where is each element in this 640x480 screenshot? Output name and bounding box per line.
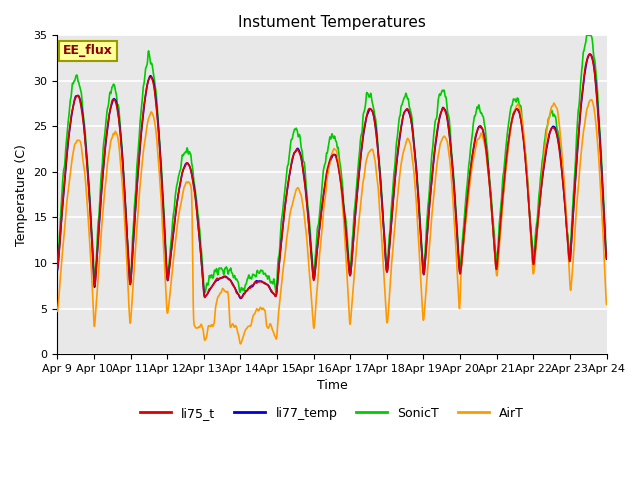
li75_t [175,184,183,190]
AirT [417,288,425,294]
li75_t [417,244,425,250]
Y-axis label: Temperature (C): Temperature (C) [15,144,28,246]
li77_temp [538,182,545,188]
AirT [237,339,245,345]
AirT [538,177,545,182]
Line: li77_temp: li77_temp [58,54,607,299]
SonicT [54,266,61,272]
li77_temp [54,268,61,274]
li75_t [490,228,497,234]
AirT [603,301,611,307]
SonicT [583,33,591,38]
SonicT [417,237,425,243]
li77_temp [417,244,425,250]
Legend: li75_t, li77_temp, SonicT, AirT: li75_t, li77_temp, SonicT, AirT [135,402,529,425]
SonicT [175,169,183,175]
Line: AirT: AirT [58,100,607,344]
SonicT [603,253,611,259]
SonicT [538,165,545,171]
Text: EE_flux: EE_flux [63,45,113,58]
AirT [237,341,244,347]
li75_t [54,265,61,271]
li77_temp [175,185,183,191]
AirT [175,208,183,214]
li77_temp [237,296,244,301]
X-axis label: Time: Time [317,379,348,392]
Title: Instument Temperatures: Instument Temperatures [238,15,426,30]
AirT [588,97,595,103]
li75_t [603,255,611,261]
li75_t [237,295,244,301]
li77_temp [237,295,245,301]
li77_temp [163,261,170,266]
SonicT [237,285,245,290]
li75_t [538,181,545,187]
AirT [163,297,170,302]
li77_temp [603,256,611,262]
SonicT [163,252,170,257]
li75_t [237,295,245,301]
SonicT [490,219,497,225]
AirT [490,227,497,233]
li77_temp [586,51,594,57]
li75_t [586,51,593,57]
SonicT [201,290,209,296]
li77_temp [490,227,497,233]
li75_t [163,261,170,266]
AirT [54,309,61,314]
Line: SonicT: SonicT [58,36,607,293]
Line: li75_t: li75_t [58,54,607,298]
